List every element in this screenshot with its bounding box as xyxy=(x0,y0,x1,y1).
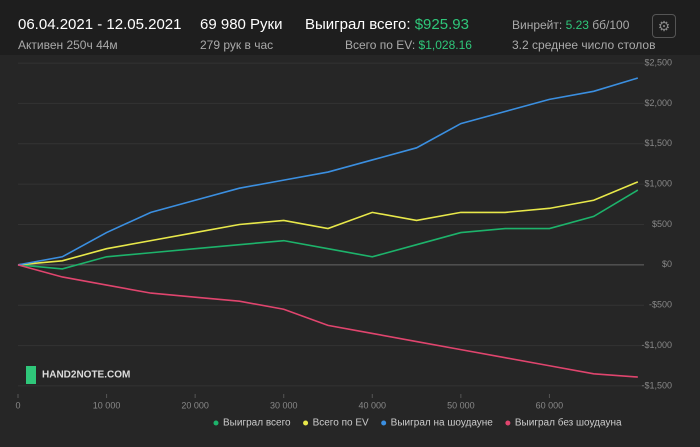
logo-icon xyxy=(26,366,36,384)
legend-label: Всего по EV xyxy=(313,418,369,429)
x-tick-label: 20 000 xyxy=(181,400,209,410)
legend-label: Выиграл всего xyxy=(223,418,291,429)
x-tick-label: 50 000 xyxy=(447,400,475,410)
series-line xyxy=(17,189,639,270)
legend-marker xyxy=(303,420,309,426)
x-tick-label: 60 000 xyxy=(536,400,564,410)
y-tick-label: -$500 xyxy=(649,300,672,310)
logo: HAND2NOTE.COM xyxy=(42,370,130,381)
winrate-unit: бб/100 xyxy=(592,18,630,32)
settings-button[interactable]: ⚙ xyxy=(652,14,676,38)
x-tick-label: 10 000 xyxy=(93,400,121,410)
tables: 3.2 среднее число столов xyxy=(512,38,656,52)
hands-per-hour: 279 рук в час xyxy=(200,38,274,52)
x-tick-label: 40 000 xyxy=(359,400,387,410)
date-range: 06.04.2021 - 12.05.2021 xyxy=(18,16,182,33)
winrate-value: 5.23 xyxy=(565,18,589,32)
y-tick-label: $2,000 xyxy=(644,98,672,108)
hands: 69 980 Руки xyxy=(200,16,283,33)
ev-label: Всего по EV: xyxy=(345,38,416,52)
legend-marker xyxy=(381,420,387,426)
won-label: Выиграл всего: xyxy=(305,16,411,33)
won: Выиграл всего: $925.93 xyxy=(305,16,469,33)
legend-marker xyxy=(505,420,511,426)
y-tick-label: $500 xyxy=(652,219,672,229)
y-tick-label: $0 xyxy=(662,259,672,269)
chart: HAND2NOTE.COM $2,500 $2,000 $1,500 $1,000 $5… xyxy=(0,55,700,447)
legend-marker xyxy=(213,420,219,426)
winrate: Винрейт: 5.23 бб/100 xyxy=(512,18,629,32)
y-tick-label: $2,500 xyxy=(644,57,672,67)
series-line xyxy=(17,264,638,378)
ev-value: $1,028.16 xyxy=(418,38,472,52)
x-tick-label: 30 000 xyxy=(270,400,298,410)
y-tick-label: $1,500 xyxy=(644,138,672,148)
won-value: $925.93 xyxy=(414,16,469,33)
series-line xyxy=(17,181,639,266)
active: Активен 250ч 44м xyxy=(18,38,118,52)
y-tick-label: -$1,000 xyxy=(641,340,672,350)
x-tick-label: 0 xyxy=(15,400,20,410)
ev: Всего по EV: $1,028.16 xyxy=(345,38,472,52)
winrate-label: Винрейт: xyxy=(512,18,563,32)
y-tick-label: -$1,500 xyxy=(641,380,672,390)
y-tick-label: $1,000 xyxy=(644,179,672,189)
legend-label: Выиграл без шоудауна xyxy=(515,417,622,429)
legend-label: Выиграл на шоудауне xyxy=(391,418,494,429)
chart-bg xyxy=(0,55,700,447)
series-line xyxy=(17,77,639,266)
